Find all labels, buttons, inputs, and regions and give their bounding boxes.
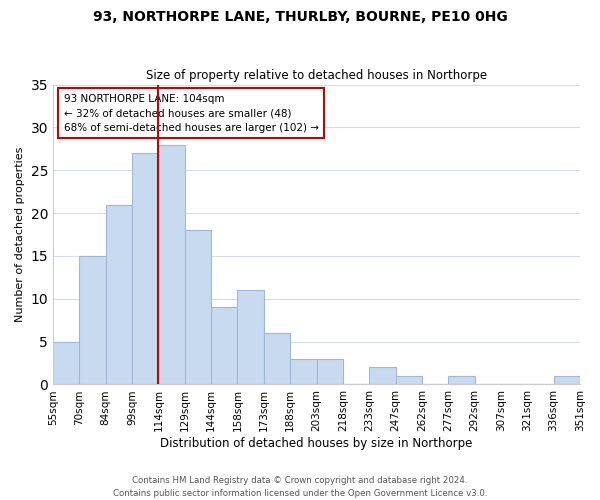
Bar [554, 376, 580, 384]
Bar [369, 368, 395, 384]
Bar [264, 333, 290, 384]
Bar [158, 144, 185, 384]
Bar [211, 308, 238, 384]
Text: 93, NORTHORPE LANE, THURLBY, BOURNE, PE10 0HG: 93, NORTHORPE LANE, THURLBY, BOURNE, PE1… [92, 10, 508, 24]
Text: Contains HM Land Registry data © Crown copyright and database right 2024.
Contai: Contains HM Land Registry data © Crown c… [113, 476, 487, 498]
Bar [448, 376, 475, 384]
X-axis label: Distribution of detached houses by size in Northorpe: Distribution of detached houses by size … [160, 437, 473, 450]
Bar [395, 376, 422, 384]
Y-axis label: Number of detached properties: Number of detached properties [15, 147, 25, 322]
Title: Size of property relative to detached houses in Northorpe: Size of property relative to detached ho… [146, 69, 487, 82]
Bar [53, 342, 79, 384]
Bar [185, 230, 211, 384]
Bar [79, 256, 106, 384]
Bar [132, 153, 158, 384]
Bar [317, 359, 343, 384]
Text: 93 NORTHORPE LANE: 104sqm
← 32% of detached houses are smaller (48)
68% of semi-: 93 NORTHORPE LANE: 104sqm ← 32% of detac… [64, 94, 319, 133]
Bar [238, 290, 264, 384]
Bar [290, 359, 317, 384]
Bar [106, 204, 132, 384]
